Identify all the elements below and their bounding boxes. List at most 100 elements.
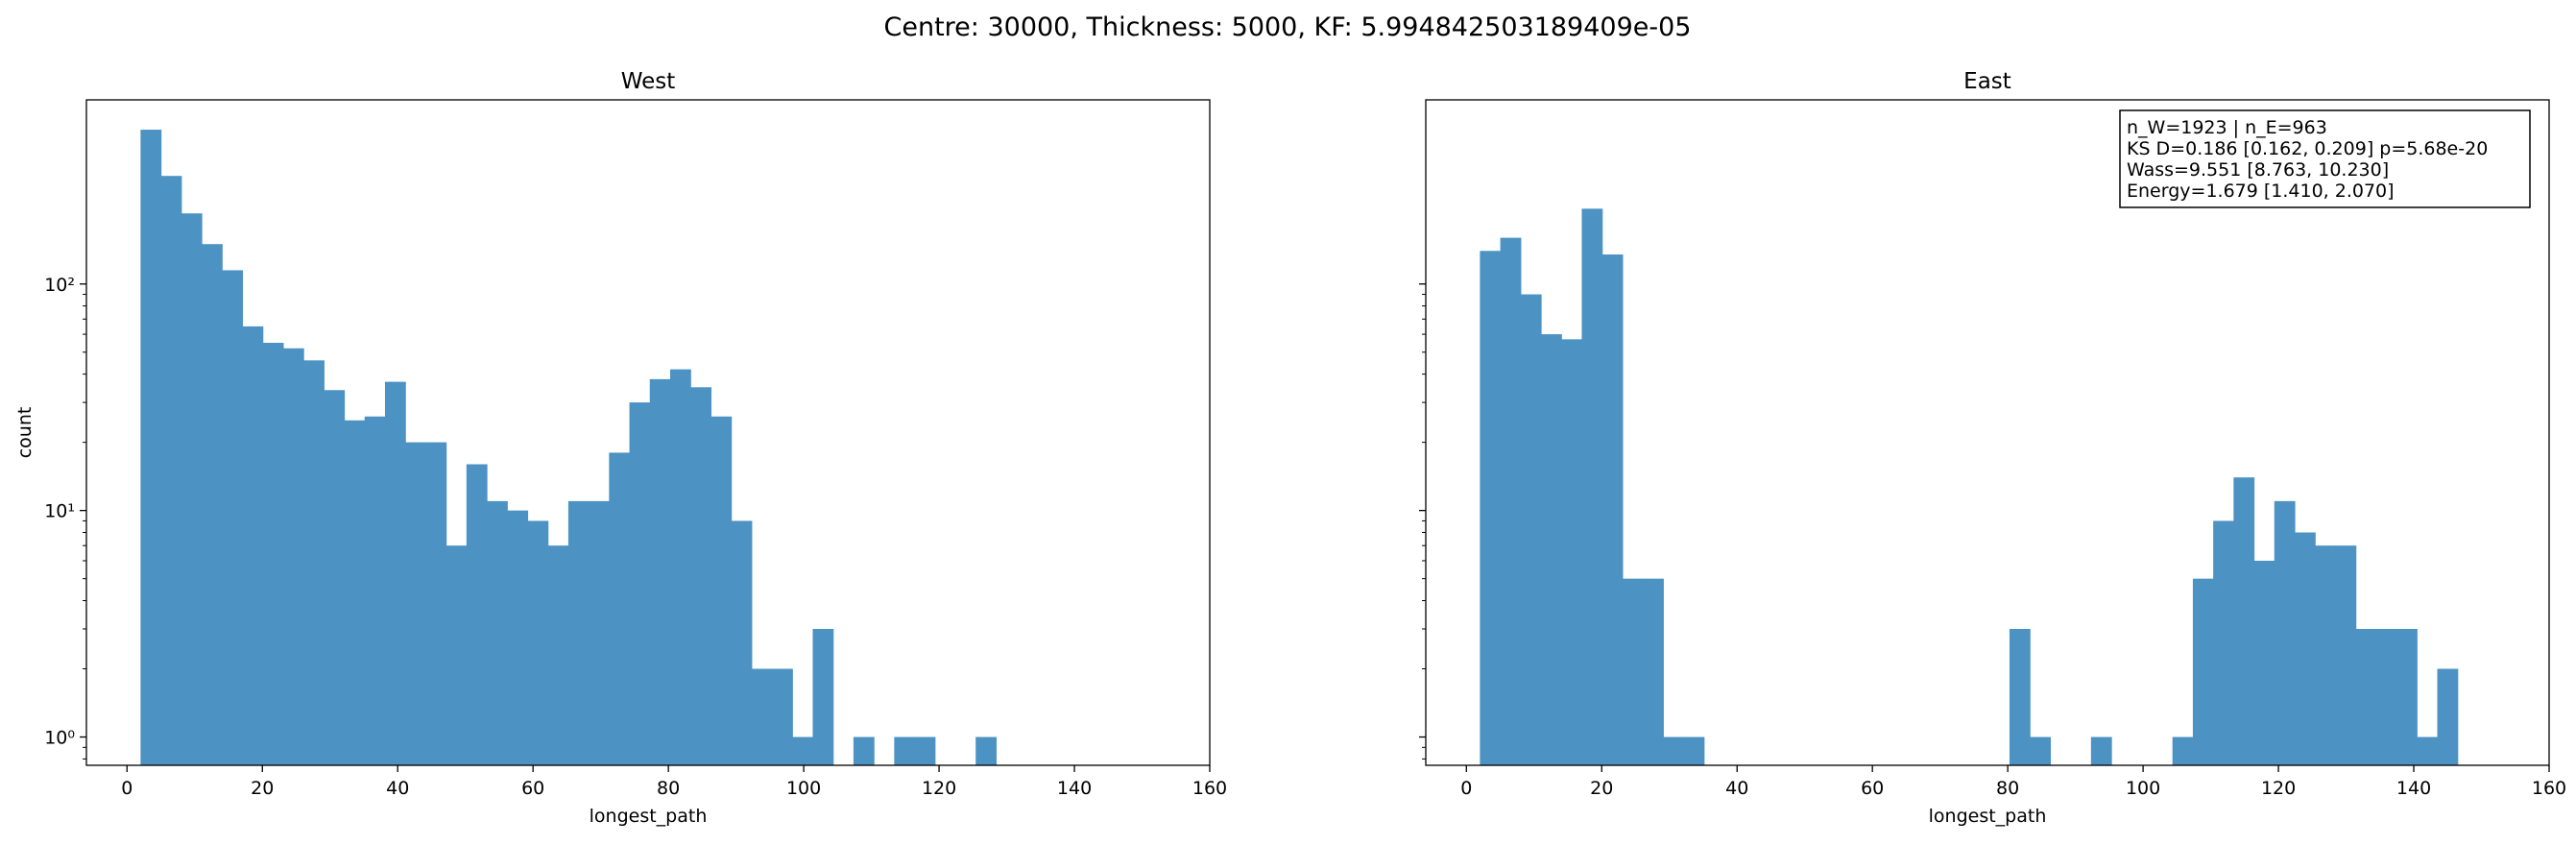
stats-line: n_W=1923 | n_E=963 xyxy=(2127,117,2327,138)
y-tick-label: 10² xyxy=(44,275,75,296)
x-tick-label: 100 xyxy=(2126,778,2160,799)
x-tick-label: 0 xyxy=(1460,778,1472,799)
histogram-bar xyxy=(751,668,773,765)
figure-suptitle: Centre: 30000, Thickness: 5000, KF: 5.99… xyxy=(884,12,1692,42)
stats-line: Energy=1.679 [1.410, 2.070] xyxy=(2127,181,2395,202)
histogram-bar xyxy=(202,244,223,765)
x-tick-label: 0 xyxy=(121,778,132,799)
histogram-bar xyxy=(2294,532,2316,765)
histogram-bar xyxy=(2437,668,2459,765)
histogram-bar xyxy=(1581,208,1603,766)
histogram-bar xyxy=(649,378,671,765)
x-tick-label: 140 xyxy=(2396,778,2431,799)
histogram-bar xyxy=(690,387,712,765)
x-tick-label: 60 xyxy=(521,778,544,799)
histogram-bar xyxy=(547,545,569,765)
histogram-bar xyxy=(589,500,610,765)
histogram-bar xyxy=(405,442,426,765)
x-tick-label: 140 xyxy=(1057,778,1092,799)
histogram-bar xyxy=(2396,628,2418,765)
stats-line: Wass=9.551 [8.763, 10.230] xyxy=(2127,159,2389,181)
y-tick-label: 10⁰ xyxy=(44,728,75,749)
histogram-bar xyxy=(2375,628,2397,765)
histogram-bar xyxy=(1480,251,1502,765)
histogram-bar xyxy=(1520,294,1542,765)
x-tick-label: 160 xyxy=(1192,778,1227,799)
histogram-bar xyxy=(2172,736,2194,765)
histogram-bar xyxy=(364,416,386,765)
histogram-bar xyxy=(792,736,814,765)
histogram-bar xyxy=(507,510,529,765)
histogram-bar xyxy=(445,545,468,765)
histogram-bar xyxy=(466,464,488,765)
histogram-bar xyxy=(894,736,916,765)
histogram-bar xyxy=(140,130,162,765)
histogram-bar xyxy=(2253,560,2275,765)
histogram-bar xyxy=(2274,500,2296,765)
stats-line: KS D=0.186 [0.162, 0.209] p=5.68e-20 xyxy=(2127,138,2488,159)
histogram-bar xyxy=(1561,339,1583,765)
panel-title: East xyxy=(1963,69,2011,94)
histogram-bar xyxy=(1663,736,1685,765)
histogram-bar xyxy=(487,500,508,765)
x-tick-label: 40 xyxy=(386,778,409,799)
histogram-bar xyxy=(2192,578,2214,765)
histogram-bar xyxy=(1601,254,1624,766)
histogram-bar xyxy=(425,442,447,765)
histogram-bar xyxy=(2090,736,2112,765)
y-axis-label: count xyxy=(14,407,36,459)
histogram-bar xyxy=(772,668,793,765)
histogram-bar xyxy=(1683,736,1705,765)
histogram-bar xyxy=(2355,628,2377,765)
axes-frame xyxy=(1425,99,2550,766)
histogram-bar xyxy=(2417,736,2439,765)
x-tick-label: 100 xyxy=(786,778,821,799)
y-tick-label: 10¹ xyxy=(44,501,75,522)
histogram-bar xyxy=(914,736,936,765)
histogram-bar xyxy=(853,736,875,765)
histogram-bar xyxy=(1541,334,1562,765)
histogram-bar xyxy=(669,369,691,765)
histogram-bar xyxy=(1500,237,1522,766)
west-panel: West 0 20 40 60 80 100 120 140 160 longest_path 10⁰… xyxy=(14,69,1227,827)
histogram-bar xyxy=(2030,736,2052,765)
histogram-bar xyxy=(344,420,366,765)
histogram-bars xyxy=(140,130,998,766)
histogram-bar xyxy=(629,402,651,765)
histogram-bar xyxy=(2213,520,2234,765)
histogram-bar xyxy=(2233,477,2255,765)
histogram-bar xyxy=(609,452,631,765)
x-tick-label: 20 xyxy=(1590,778,1613,799)
histogram-bar xyxy=(160,176,182,765)
x-tick-label: 40 xyxy=(1725,778,1748,799)
histogram-bar xyxy=(1622,578,1644,765)
histogram-bar xyxy=(262,343,284,765)
histogram-bar xyxy=(1643,578,1664,765)
histogram-bar xyxy=(2335,545,2357,765)
histogram-bar xyxy=(2009,628,2031,765)
histogram-bar xyxy=(242,326,264,765)
histogram-bars xyxy=(1480,208,2459,766)
east-panel: East 0 20 40 60 80 100 120 140 160 longest_path n_W… xyxy=(1419,69,2566,827)
stats-box xyxy=(2119,109,2531,208)
x-tick-label: 160 xyxy=(2532,778,2566,799)
x-axis-label: longest_path xyxy=(1929,806,2047,827)
x-tick-label: 80 xyxy=(1996,778,2019,799)
panel-title: West xyxy=(621,69,676,94)
histogram-bar xyxy=(282,348,304,765)
histogram-bar xyxy=(324,390,346,765)
x-tick-label: 120 xyxy=(922,778,956,799)
x-tick-label: 80 xyxy=(657,778,680,799)
axes-frame xyxy=(85,99,1211,766)
histogram-bar xyxy=(710,416,733,765)
histogram-bar xyxy=(181,213,203,766)
x-tick-label: 20 xyxy=(251,778,274,799)
histogram-bar xyxy=(567,500,590,765)
x-tick-label: 120 xyxy=(2261,778,2296,799)
histogram-bar xyxy=(303,360,325,765)
x-tick-label: 60 xyxy=(1861,778,1884,799)
histogram-bar xyxy=(384,381,406,765)
